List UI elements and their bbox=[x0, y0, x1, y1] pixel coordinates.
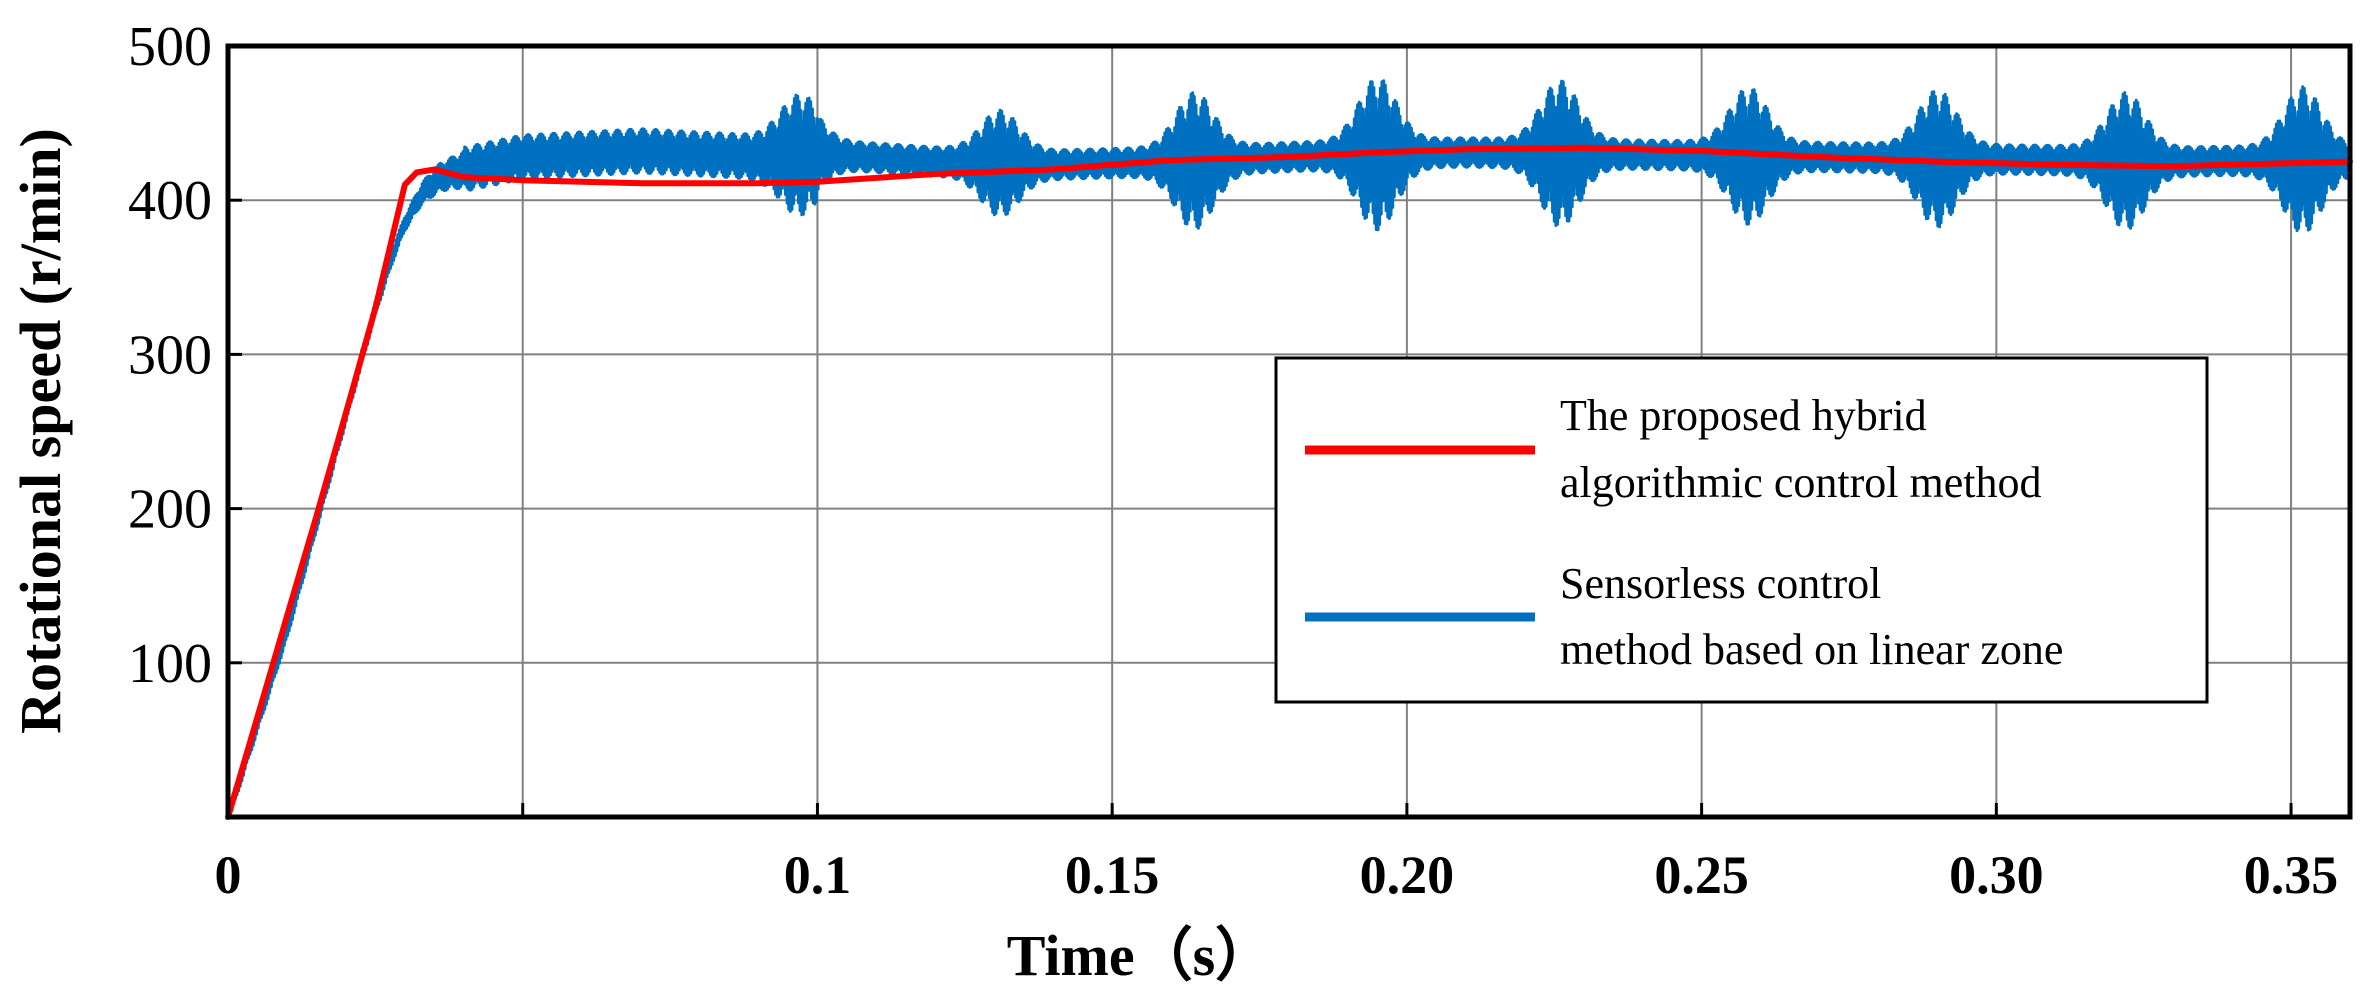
x-tick-label: 0 bbox=[215, 845, 242, 905]
legend-box bbox=[1274, 356, 2209, 704]
series-layer bbox=[225, 79, 2353, 820]
legend-label-hybrid-line2: algorithmic control method bbox=[1560, 458, 2041, 507]
x-tick-label: 0.25 bbox=[1654, 845, 1749, 905]
x-tick-label: 0.30 bbox=[1949, 845, 2044, 905]
x-tick-label: 0.15 bbox=[1065, 845, 1160, 905]
x-tick-label: 0.35 bbox=[2244, 845, 2339, 905]
series-line-hybrid bbox=[225, 144, 2353, 820]
y-tick-label: 100 bbox=[128, 633, 212, 695]
x-tick-label: 0.20 bbox=[1360, 845, 1455, 905]
y-tick-label: 300 bbox=[128, 324, 212, 386]
x-axis-title: Time（s） bbox=[1007, 923, 1273, 988]
y-axis-title: Rotational speed (r/min) bbox=[8, 128, 73, 734]
x-tick-label: 0.1 bbox=[784, 845, 852, 905]
y-tick-label: 400 bbox=[128, 170, 212, 232]
y-tick-label: 200 bbox=[128, 479, 212, 541]
legend-label-sensorless-line1: Sensorless control bbox=[1560, 559, 1881, 608]
series-line-sensorless bbox=[226, 79, 2352, 819]
legend: The proposed hybrid algorithmic control … bbox=[1274, 356, 2209, 704]
legend-label-sensorless-line2: method based on linear zone bbox=[1560, 625, 2063, 674]
tick-labels: 0 0.1 0.15 0.20 0.25 0.30 0.35 100 200 300 400 500 bbox=[128, 16, 2338, 905]
legend-label-hybrid-line1: The proposed hybrid bbox=[1560, 391, 1927, 440]
y-tick-label: 500 bbox=[128, 16, 212, 78]
plot-frame bbox=[225, 43, 2353, 820]
